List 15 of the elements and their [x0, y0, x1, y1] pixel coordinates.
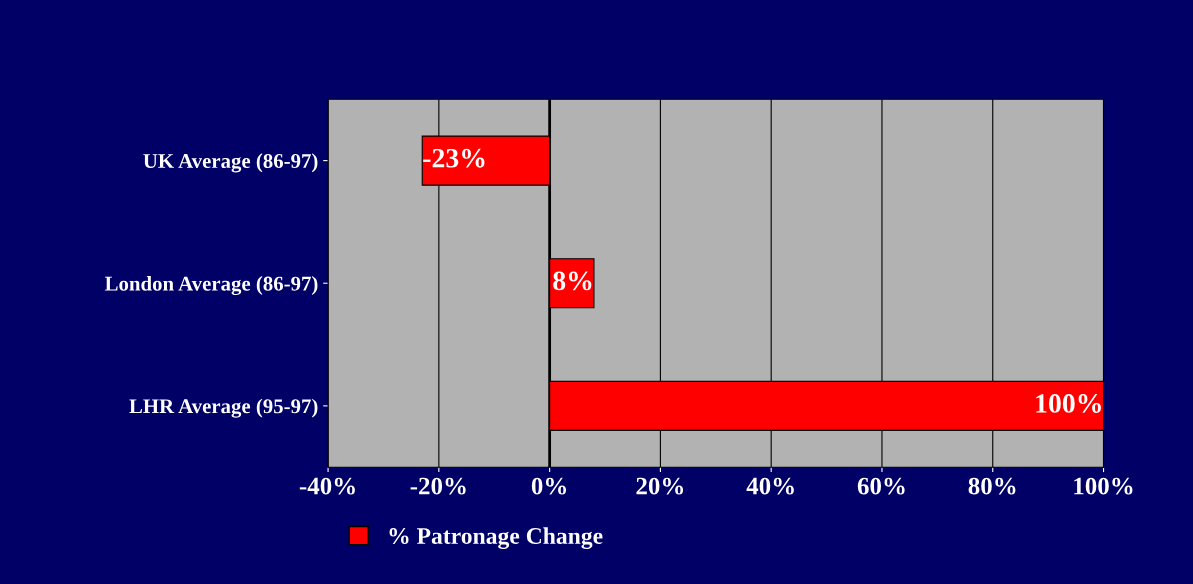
y-tick-label: London Average (86-97) [104, 276, 318, 296]
x-tick-label: 0% [531, 477, 567, 495]
data-label: 8% [553, 271, 592, 291]
data-label: 100% [1036, 394, 1101, 413]
x-tick-label: 100% [1074, 477, 1133, 495]
legend-label: % Patronage Change [389, 527, 603, 549]
x-tick-label: 20% [636, 477, 684, 495]
y-tick-label: UK Average (86-97) [143, 153, 318, 173]
x-tick-label: 60% [857, 477, 905, 495]
x-tick-label: -40% [299, 477, 355, 495]
data-label: -23% [423, 148, 485, 168]
x-tick-label: 40% [746, 477, 794, 495]
y-tick-label: LHR Average (95-97) [129, 398, 318, 418]
x-tick-label: -20% [410, 477, 466, 495]
x-tick-label: 80% [968, 477, 1016, 495]
